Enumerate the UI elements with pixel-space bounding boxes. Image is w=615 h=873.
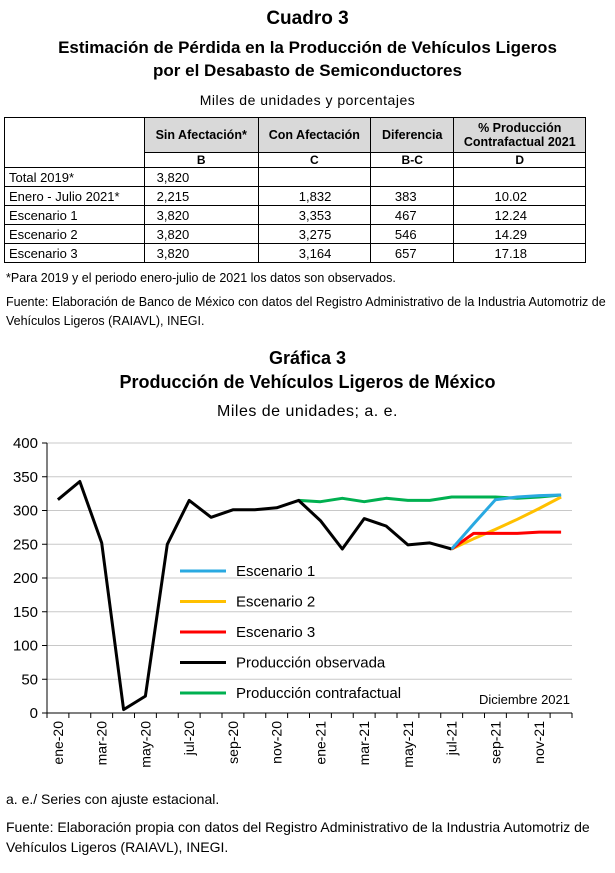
x-tick-label: nov-21: [531, 721, 547, 764]
header-produccion-contrafactual: % Producción Contrafactual 2021: [453, 117, 586, 153]
legend-label: Producción contrafactual: [236, 685, 401, 702]
header-sin-afectacion: Sin Afectación*: [143, 117, 259, 153]
cuadro-subtitle: Estimación de Pérdida en la Producción d…: [0, 36, 615, 82]
cuadro-source: Fuente: Elaboración de Banco de México c…: [6, 295, 606, 328]
series-line: [450, 493, 562, 550]
x-tick-label: sep-21: [487, 721, 503, 764]
legend-label: Escenario 3: [236, 624, 315, 641]
y-tick-label: 0: [30, 705, 38, 722]
x-tick-label: mar-20: [94, 721, 110, 766]
cell-d: [453, 167, 586, 187]
y-tick-label: 300: [13, 503, 38, 520]
x-tick-label: ene-20: [50, 721, 66, 765]
row-label: Escenario 3: [4, 243, 145, 263]
table-header-row: Sin Afectación* Con Afectación Diferenci…: [4, 117, 586, 153]
cell-c: 1,832: [257, 186, 371, 206]
cell-bc: 383: [369, 186, 455, 206]
x-tick-label: jul-20: [181, 721, 197, 756]
cuadro-table: Sin Afectación* Con Afectación Diferenci…: [4, 117, 586, 263]
y-tick-label: 200: [13, 570, 38, 587]
cuadro-title: Cuadro 3: [266, 8, 349, 29]
table-row: Escenario 3 3,820 3,164 657 17.18: [4, 243, 586, 263]
x-tick-label: may-20: [137, 721, 153, 768]
letter-bc: B-C: [369, 152, 455, 168]
grafica-units: Miles de unidades; a. e.: [217, 403, 398, 420]
row-label: Escenario 1: [4, 205, 145, 225]
y-tick-label: 50: [21, 671, 38, 688]
cell-bc: 467: [369, 205, 455, 225]
series-line: [56, 480, 453, 712]
letter-c: C: [257, 152, 371, 168]
cell-b: 2,215: [143, 186, 259, 206]
cell-d: 10.02: [453, 186, 586, 206]
table-row: Enero - Julio 2021* 2,215 1,832 383 10.0…: [4, 186, 586, 206]
table-row: Escenario 1 3,820 3,353 467 12.24: [4, 205, 586, 225]
table-letters-row: B C B-C D: [4, 152, 586, 168]
legend-label: Escenario 1: [236, 563, 315, 580]
cell-b: 3,820: [143, 167, 259, 187]
x-tick-label: ene-21: [312, 721, 328, 765]
cell-d: 12.24: [453, 205, 586, 225]
header-con-afectacion: Con Afectación: [257, 117, 371, 153]
cell-c: 3,275: [257, 224, 371, 244]
cuadro-units: Miles de unidades y porcentajes: [199, 92, 416, 108]
table-row: Escenario 2 3,820 3,275 546 14.29: [4, 224, 586, 244]
cuadro-note: *Para 2019 y el periodo enero-julio de 2…: [6, 271, 396, 285]
cell-d: 17.18: [453, 243, 586, 263]
cuadro-subtitle-line2: por el Desabasto de Semiconductores: [153, 61, 462, 80]
grafica-footer-source: Fuente: Elaboración propia con datos del…: [6, 819, 590, 855]
legend-label: Escenario 2: [236, 594, 315, 611]
letter-b: B: [143, 152, 259, 168]
legend-label: Producción observada: [236, 655, 386, 672]
x-tick-label: jul-21: [444, 721, 460, 756]
grafica-title: Gráfica 3: [268, 348, 347, 368]
x-tick-label: sep-20: [225, 721, 241, 764]
cell-d: 14.29: [453, 224, 586, 244]
y-tick-label: 100: [13, 638, 38, 655]
chart: 0 50 100 150 200 250 300 350 400 ene-20 mar-20 may-…: [13, 435, 573, 768]
series-line: [451, 495, 562, 551]
table-header-blank: [4, 117, 145, 153]
row-label: Enero - Julio 2021*: [4, 186, 145, 206]
cell-c: 3,164: [257, 243, 371, 263]
x-tick-label: may-21: [400, 721, 416, 768]
cell-bc: 546: [369, 224, 455, 244]
chart-annotation: Diciembre 2021: [479, 692, 570, 707]
letter-d: D: [453, 152, 586, 168]
cell-c: [257, 167, 371, 187]
row-label: Total 2019*: [4, 167, 145, 187]
cell-b: 3,820: [143, 205, 259, 225]
grafica-subtitle: Producción de Vehículos Ligeros de Méxic…: [119, 372, 496, 392]
cell-c: 3,353: [257, 205, 371, 225]
cuadro-subtitle-line1: Estimación de Pérdida en la Producción d…: [58, 38, 557, 57]
cell-bc: [369, 167, 455, 187]
series-line: [450, 530, 562, 551]
cell-b: 3,820: [143, 243, 259, 263]
y-tick-label: 250: [13, 536, 38, 553]
cell-bc: 657: [369, 243, 455, 263]
y-tick-label: 150: [13, 604, 38, 621]
header-diferencia: Diferencia: [369, 117, 455, 153]
table-letters-blank: [4, 152, 145, 168]
cell-b: 3,820: [143, 224, 259, 244]
grafica-footer-note: a. e./ Series con ajuste estacional.: [6, 791, 220, 807]
x-tick-label: mar-21: [356, 721, 372, 766]
row-label: Escenario 2: [4, 224, 145, 244]
y-tick-label: 350: [13, 469, 38, 486]
table-row: Total 2019* 3,820: [4, 167, 586, 187]
y-tick-label: 400: [13, 435, 38, 452]
x-tick-label: nov-20: [269, 721, 285, 764]
